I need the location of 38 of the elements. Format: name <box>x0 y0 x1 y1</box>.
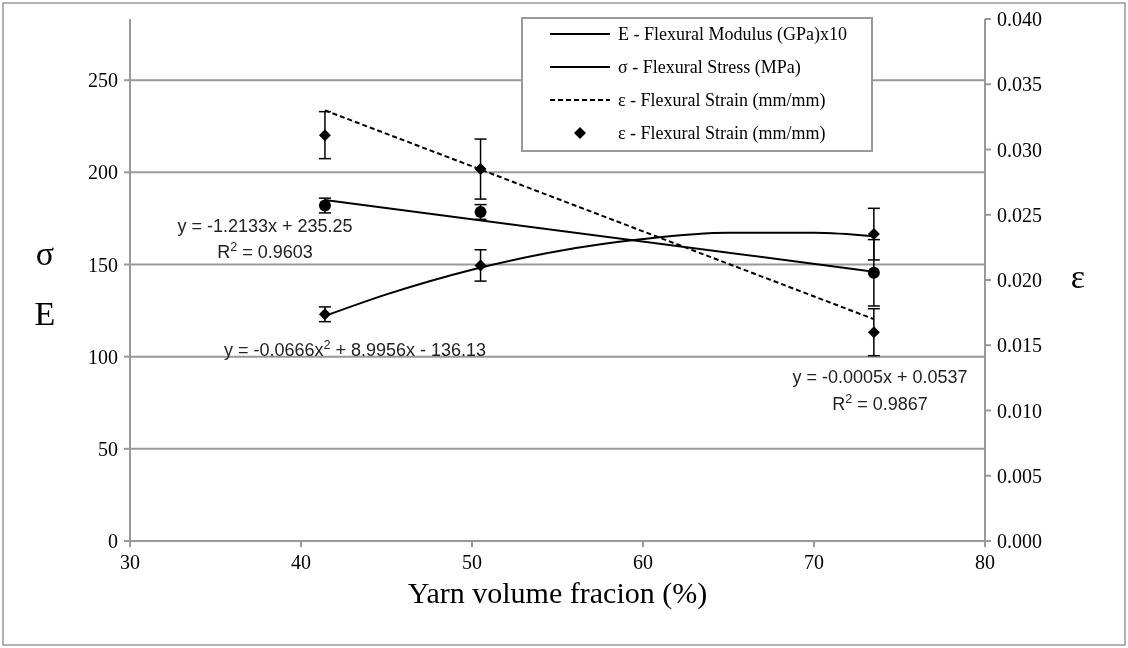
y-tick-label: 100 <box>88 345 118 368</box>
y2-tick-label: 0.010 <box>997 399 1042 422</box>
x-axis-title: Yarn volume fracion (%) <box>407 576 708 610</box>
y2-tick-label: 0.030 <box>997 138 1042 161</box>
y-tick-label: 0 <box>108 530 118 552</box>
x-tick-label: 40 <box>291 551 311 573</box>
legend-label: ε - Flexural Strain (mm/mm) <box>618 123 826 145</box>
point <box>867 326 880 339</box>
legend-label: σ - Flexural Stress (MPa) <box>618 57 801 79</box>
y2-tick-label: 0.005 <box>997 464 1042 487</box>
x-tick-label: 80 <box>975 551 995 573</box>
y2-tick-label: 0.040 <box>997 8 1042 30</box>
y2-tick-label: 0.035 <box>997 73 1042 96</box>
annotation: y = -0.0666x$^{2}$ + 8.9956x - 136.13 <box>223 338 487 360</box>
x-tick-label: 60 <box>633 551 653 573</box>
annotation: R$^{2}$ = 0.9603 <box>217 240 313 262</box>
y-tick-label: 250 <box>88 69 118 92</box>
legend-label: ε - Flexural Strain (mm/mm) <box>618 90 826 112</box>
x-tick-label: 50 <box>462 551 482 573</box>
y-tick-label: 150 <box>88 253 118 276</box>
y2-axis-title: ε <box>1070 258 1086 295</box>
point <box>474 163 487 176</box>
y-axis-title: σ E <box>34 235 56 332</box>
y2-tick-label: 0.015 <box>997 334 1042 357</box>
y-tick-label: 50 <box>98 437 118 460</box>
x-tick-label: 70 <box>804 551 824 573</box>
y-tick-label: 200 <box>88 161 118 184</box>
annotation: y = -1.2133x + 235.25 <box>177 216 353 236</box>
legend-label: E - Flexural Modulus (GPa)x10 <box>618 24 847 46</box>
y2-tick-label: 0.020 <box>997 269 1042 291</box>
point <box>318 129 331 142</box>
annotation: R$^{2}$ = 0.9867 <box>832 392 928 414</box>
point <box>474 259 487 272</box>
y2-tick-label: 0.025 <box>997 203 1042 226</box>
x-tick-label: 30 <box>120 551 140 573</box>
annotation: y = -0.0005x + 0.0537 <box>792 367 968 387</box>
y2-tick-label: 0.000 <box>997 530 1042 552</box>
point <box>867 266 880 279</box>
